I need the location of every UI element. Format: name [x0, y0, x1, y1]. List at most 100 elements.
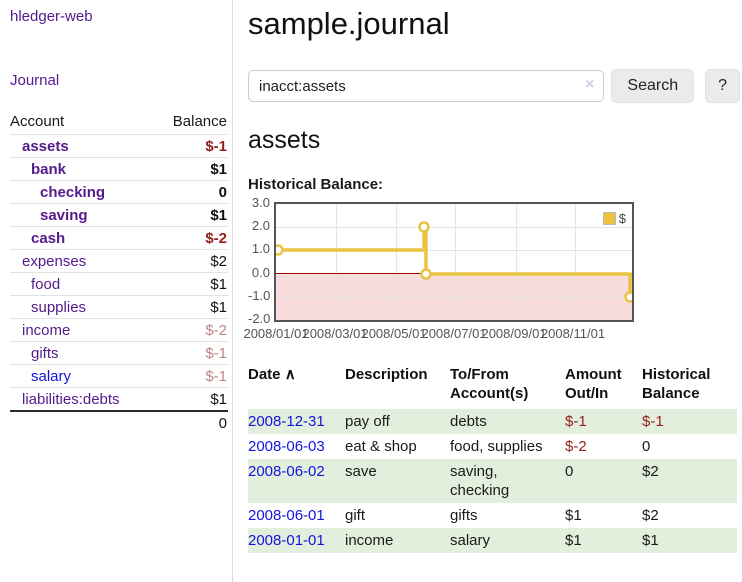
column-header-date[interactable]: Date ∧	[248, 366, 296, 383]
account-link-expenses[interactable]: expenses	[22, 253, 87, 270]
transaction-amount: $-2	[565, 438, 587, 455]
column-header-amount: Amount Out/In	[565, 366, 622, 402]
data-point-marker	[276, 244, 284, 256]
account-row-food: food $1	[10, 272, 228, 295]
gridline	[396, 204, 397, 320]
transaction-row: 2008-06-02 save saving, checking 0 $2	[248, 459, 737, 503]
account-link-cash[interactable]: cash	[31, 230, 66, 247]
account-balance: $-1	[205, 345, 227, 362]
account-balance: $-1	[205, 138, 227, 155]
account-link-gifts[interactable]: gifts	[31, 345, 59, 362]
account-balance: $-2	[205, 322, 227, 339]
register-header-row: Date ∧ Description To/From Account(s) Am…	[248, 362, 737, 409]
column-header-balance: Historical Balance	[642, 366, 711, 402]
x-tick: 2008/11/01	[540, 326, 606, 341]
x-tick: 2008/07/01	[421, 326, 487, 341]
account-link-food[interactable]: food	[31, 276, 61, 293]
gridline	[276, 227, 632, 228]
data-point-marker	[418, 221, 430, 233]
y-tick: 2.0	[251, 218, 270, 233]
account-link-liabilities-debts[interactable]: liabilities:debts	[22, 391, 120, 408]
y-tick: -2.0	[248, 311, 271, 326]
transaction-description: income	[345, 532, 394, 549]
transaction-amount: $-1	[565, 413, 587, 430]
transaction-amount: $1	[565, 532, 582, 549]
accounts-table: Account Balance assets $-1 bank $1 check…	[10, 110, 228, 434]
plot-area: $	[274, 202, 634, 322]
account-row-assets: assets $-1	[10, 134, 228, 157]
transaction-accounts: salary	[450, 532, 491, 549]
account-column-header: Account	[10, 113, 65, 130]
transaction-date-link[interactable]: 2008-06-03	[248, 438, 325, 455]
transaction-balance: $1	[642, 532, 659, 549]
account-balance: $1	[210, 161, 227, 178]
transaction-balance: 0	[642, 438, 651, 455]
account-balance: $-2	[205, 230, 227, 247]
app-brand-link[interactable]: hledger-web	[10, 8, 93, 25]
transaction-balance: $-1	[642, 413, 664, 430]
account-row-cash: cash $-2	[10, 226, 228, 249]
sidebar-item-journal[interactable]: Journal	[10, 72, 60, 89]
account-link-checking[interactable]: checking	[40, 184, 106, 201]
transaction-date-link[interactable]: 2008-06-01	[248, 507, 325, 524]
account-row-income: income $-2	[10, 318, 228, 341]
legend-label: $	[618, 211, 626, 226]
gridline	[455, 204, 456, 320]
transaction-description: save	[345, 463, 377, 480]
transaction-accounts: gifts	[450, 507, 478, 524]
account-link-income[interactable]: income	[22, 322, 71, 339]
account-link-assets[interactable]: assets	[22, 138, 69, 155]
chart-legend: $	[600, 210, 628, 227]
transaction-balance: $2	[642, 463, 659, 480]
account-link-saving[interactable]: saving	[40, 207, 88, 224]
gridline	[336, 204, 337, 320]
search-button[interactable]: Search	[611, 69, 695, 103]
y-tick: 0.0	[251, 265, 270, 280]
transaction-row: 2008-06-03 eat & shop food, supplies $-2…	[248, 434, 737, 459]
transaction-accounts: debts	[450, 413, 487, 430]
gridline	[276, 297, 632, 298]
gridline	[276, 250, 632, 251]
y-tick: 1.0	[251, 241, 270, 256]
accounts-total-value: 0	[218, 415, 227, 432]
account-link-supplies[interactable]: supplies	[31, 299, 87, 316]
x-tick: 2008/01/01	[243, 326, 309, 341]
transaction-description: pay off	[345, 413, 390, 430]
account-balance: 0	[218, 184, 227, 201]
account-balance: $1	[210, 207, 227, 224]
account-row-salary: salary $-1	[10, 364, 228, 387]
x-tick: 2008/09/01	[481, 326, 547, 341]
account-row-supplies: supplies $1	[10, 295, 228, 318]
transaction-date-link[interactable]: 2008-12-31	[248, 413, 325, 430]
account-balance: $1	[210, 391, 227, 408]
page-title: sample.journal	[248, 6, 450, 41]
transaction-date-link[interactable]: 2008-01-01	[248, 532, 325, 549]
chart-title: Historical Balance:	[248, 176, 384, 193]
account-row-gifts: gifts $-1	[10, 341, 228, 364]
sort-ascending-icon: ∧	[284, 366, 296, 383]
account-row-expenses: expenses $2	[10, 249, 228, 272]
y-tick: 3.0	[251, 195, 270, 210]
transaction-amount: 0	[565, 463, 574, 480]
account-link-salary[interactable]: salary	[31, 368, 72, 385]
data-point-marker	[420, 268, 432, 280]
data-point-marker	[624, 291, 632, 303]
help-button[interactable]: ?	[705, 69, 740, 103]
transaction-amount: $1	[565, 507, 582, 524]
x-tick: 2008/03/01	[302, 326, 368, 341]
search-form: × Search ?	[248, 69, 740, 103]
transaction-balance: $2	[642, 507, 659, 524]
accounts-table-header: Account Balance	[10, 110, 228, 134]
transaction-date-link[interactable]: 2008-06-02	[248, 463, 325, 480]
account-balance: $1	[210, 276, 227, 293]
x-tick: 2008/05/01	[361, 326, 427, 341]
account-link-bank[interactable]: bank	[31, 161, 67, 178]
transaction-accounts: saving, checking	[450, 463, 510, 499]
gridline	[575, 204, 576, 320]
historical-balance-chart: 3.0 2.0 1.0 0.0 -1.0 -2.0	[243, 196, 668, 342]
account-heading: assets	[248, 126, 321, 154]
transaction-accounts: food, supplies	[450, 438, 543, 455]
account-row-liabilities-debts: liabilities:debts $1	[10, 387, 228, 410]
clear-search-icon[interactable]: ×	[585, 76, 595, 93]
search-input[interactable]	[248, 70, 605, 102]
